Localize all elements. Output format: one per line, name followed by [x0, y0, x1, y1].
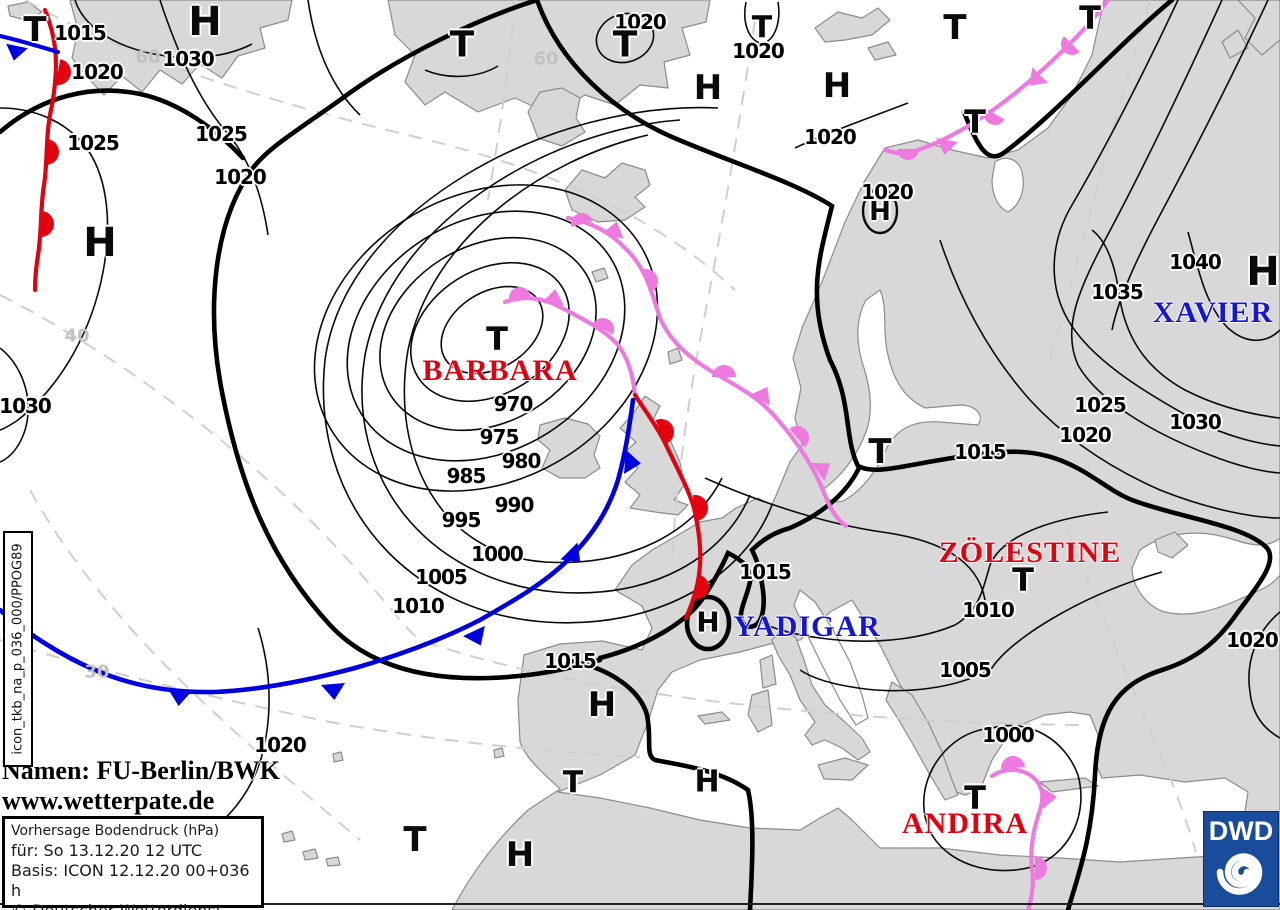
credits-block: Namen: FU-Berlin/BWK www.wetterpate.de: [2, 756, 280, 816]
sardinia: [747, 689, 773, 733]
seas: [557, 157, 1280, 863]
svalbard-2: [867, 41, 897, 61]
occluded-front-barents-symbols: [897, 36, 1080, 160]
occluded-front-spiral-symbols: [571, 213, 831, 482]
white-sea: [991, 157, 1024, 213]
arctic-islands-ne2: [1221, 29, 1249, 59]
dwd-logo[interactable]: DWD: [1203, 811, 1279, 907]
faroe-islands: [591, 267, 609, 283]
island-janmayen: [527, 87, 586, 147]
forecast-title: Vorhersage Bodendruck (hPa): [11, 823, 220, 839]
cold-front-stub: [0, 33, 61, 55]
crimea: [1154, 531, 1189, 559]
atlantic-islands: [281, 747, 505, 867]
warm-front-main-symbols: [655, 419, 709, 599]
warm-front-west: [32, 7, 59, 293]
baltic-sea: [821, 289, 981, 503]
mediterranean-sea: [557, 599, 1249, 863]
svalbard: [814, 7, 891, 43]
cold-front-main-symbols: [168, 450, 641, 706]
crete: [1039, 777, 1099, 793]
forecast-basis: Basis: ICON 12.12.20 00+036 h: [11, 861, 250, 900]
balearics: [697, 711, 731, 725]
occluded-front-andira: [989, 767, 1045, 910]
credits-namen: Namen: FU-Berlin/BWK: [2, 756, 281, 785]
corsica: [759, 654, 777, 689]
ireland: [537, 417, 601, 479]
forecast-copyright: © Deutscher Wetterdienst: [11, 901, 261, 910]
occluded-front-west-symbols: [509, 287, 614, 335]
forecast-valid-time: für: So 13.12.20 12 UTC: [11, 841, 203, 860]
adriatic-sea: [793, 589, 869, 726]
product-code-label: icon_tkb_na_p_036_000/PPOG89: [10, 543, 26, 755]
credits-url[interactable]: www.wetterpate.de: [2, 786, 215, 815]
dwd-logo-text: DWD: [1208, 816, 1274, 846]
forecast-info-box: Vorhersage Bodendruck (hPa) für: So 13.1…: [2, 816, 264, 910]
shetland: [667, 347, 683, 365]
greenland-west: [69, 0, 293, 96]
cold-front-main: [0, 397, 636, 695]
peninsulas: [281, 395, 1189, 867]
graticule: [0, 0, 1197, 853]
warm-front-main: [632, 392, 703, 621]
occluded-front-andira-symbols: [1001, 756, 1057, 880]
isobars-thin: [0, 0, 1280, 872]
sicily: [817, 757, 869, 781]
cold-front-stub-symbol: [6, 43, 28, 61]
product-code-box: icon_tkb_na_p_036_000/PPOG89: [3, 531, 33, 767]
small-islands-nw: [7, 1, 43, 21]
occluded-front-west: [502, 296, 638, 398]
italy: [771, 627, 871, 761]
warm-front-west-symbols: [40, 59, 71, 237]
dwd-logo-spiral-icon: [1216, 853, 1263, 895]
fronts: [0, 0, 1111, 910]
iceland: [564, 162, 651, 223]
